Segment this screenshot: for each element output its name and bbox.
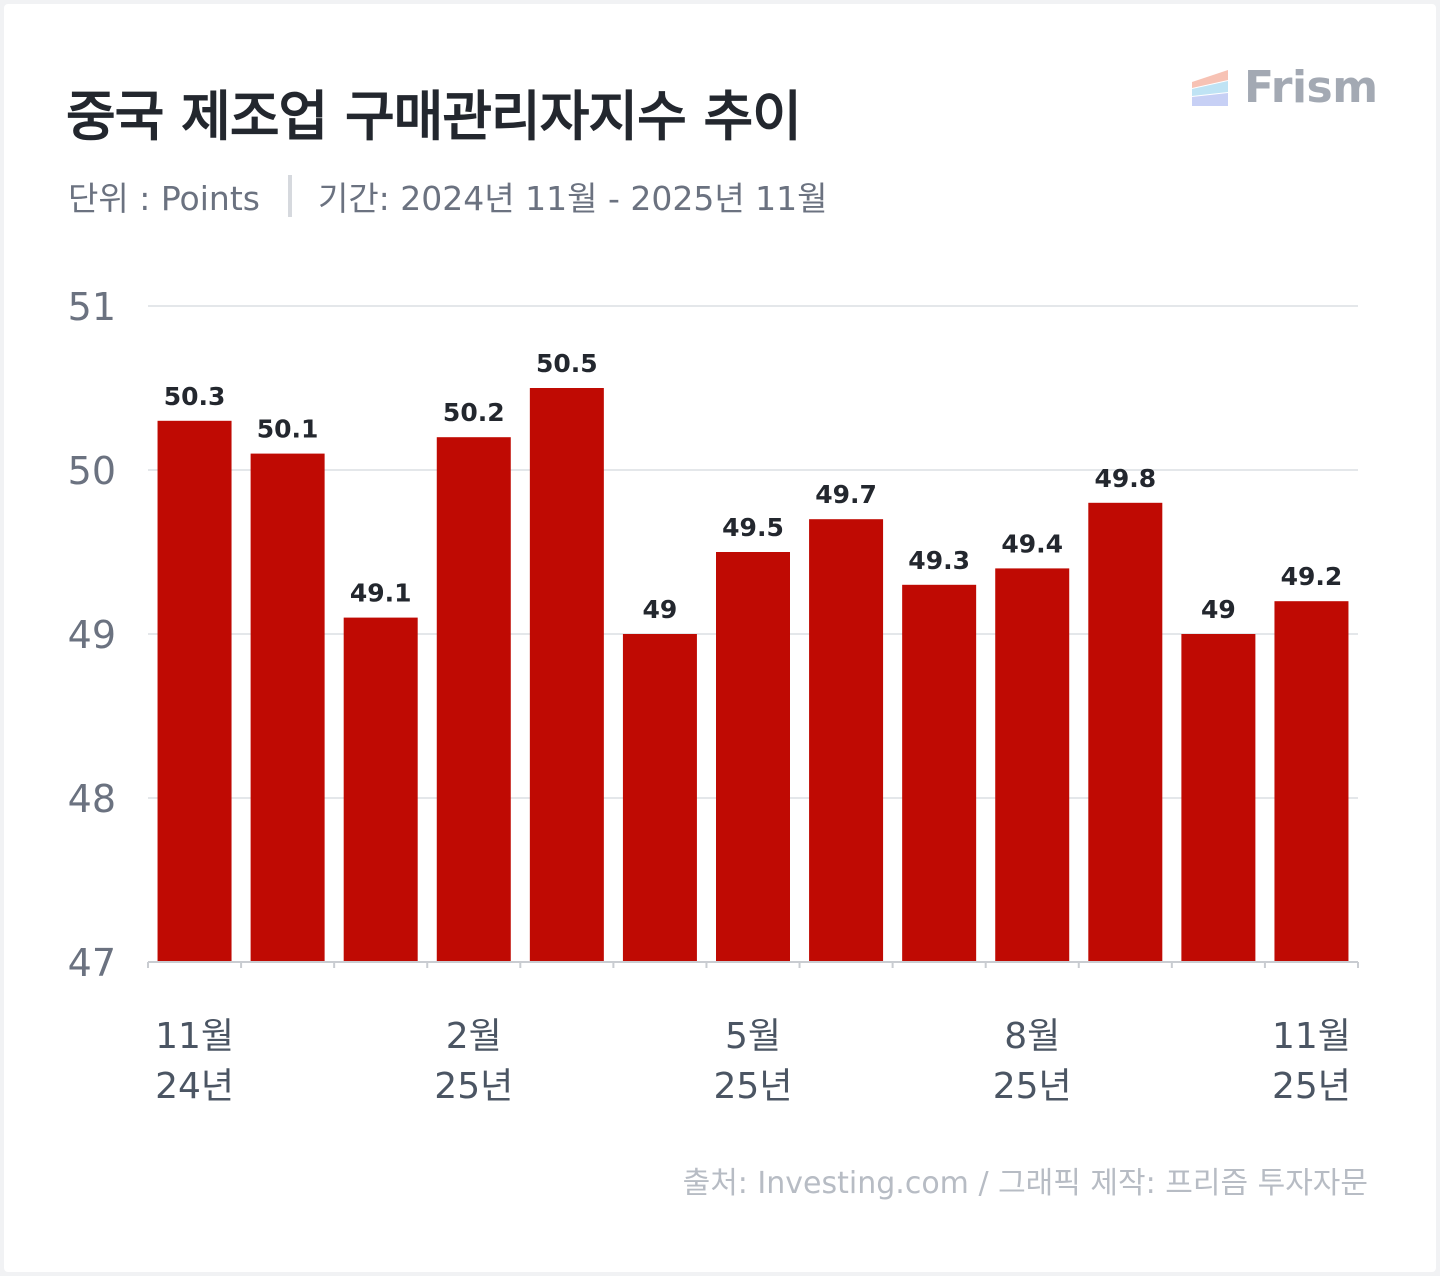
x-tick-label-year: 25년 [434, 1066, 513, 1107]
y-tick-label: 49 [68, 613, 116, 657]
x-tick-label-month: 5월 [725, 1016, 781, 1057]
data-label: 49.8 [1094, 464, 1156, 493]
bar [995, 568, 1070, 962]
x-tick-label-year: 25년 [993, 1066, 1072, 1107]
data-label: 49.5 [722, 513, 784, 542]
y-tick-label: 47 [68, 941, 116, 985]
chart-title: 중국 제조업 구매관리자지수 추이 [66, 85, 802, 148]
x-tick-label-year: 24년 [155, 1066, 234, 1107]
bar [1274, 601, 1349, 962]
bar [436, 437, 511, 962]
bar [250, 453, 325, 962]
bar [157, 420, 232, 962]
frism-logo-icon [1192, 69, 1228, 106]
data-label: 50.2 [443, 398, 505, 427]
x-tick-label-month: 2월 [446, 1016, 502, 1057]
bar [343, 617, 418, 962]
bar [716, 552, 790, 962]
source-note: 출처: Investing.com / 그래픽 제작: 프리즘 투자자문 [682, 1166, 1368, 1201]
x-tick-label-month: 8월 [1004, 1016, 1060, 1057]
data-label: 50.5 [536, 349, 598, 378]
x-tick-label-year: 25년 [714, 1066, 793, 1107]
bar [809, 519, 884, 962]
data-label: 49.7 [815, 480, 877, 509]
subtitle-divider [287, 175, 292, 217]
data-label: 49.2 [1281, 562, 1343, 591]
bar [902, 584, 977, 962]
unit-label: 단위 : Points [68, 179, 260, 218]
bar [529, 388, 604, 962]
frism-logo: Frism [1190, 62, 1378, 113]
data-label: 50.3 [164, 382, 226, 411]
data-label: 49.1 [350, 579, 412, 608]
period-label: 기간: 2024년 11월 - 2025년 11월 [317, 179, 828, 218]
y-tick-label: 48 [68, 777, 116, 821]
chart-subtitle: 단위 : Points 기간: 2024년 11월 - 2025년 11월 [68, 172, 828, 220]
data-label: 49 [1201, 595, 1236, 624]
logo-text: Frism [1244, 62, 1378, 113]
x-tick-label-month: 11월 [1272, 1016, 1351, 1057]
data-label: 50.1 [257, 415, 319, 444]
y-tick-label: 51 [68, 285, 116, 329]
x-tick-label-month: 11월 [155, 1016, 234, 1057]
data-label: 49.4 [1001, 529, 1063, 558]
x-tick-label-year: 25년 [1272, 1066, 1351, 1107]
data-label: 49 [643, 595, 678, 624]
y-tick-label: 50 [68, 449, 116, 493]
data-label: 49.3 [908, 546, 970, 575]
bar [1181, 634, 1256, 962]
bar [1088, 502, 1163, 962]
bar [622, 634, 697, 962]
